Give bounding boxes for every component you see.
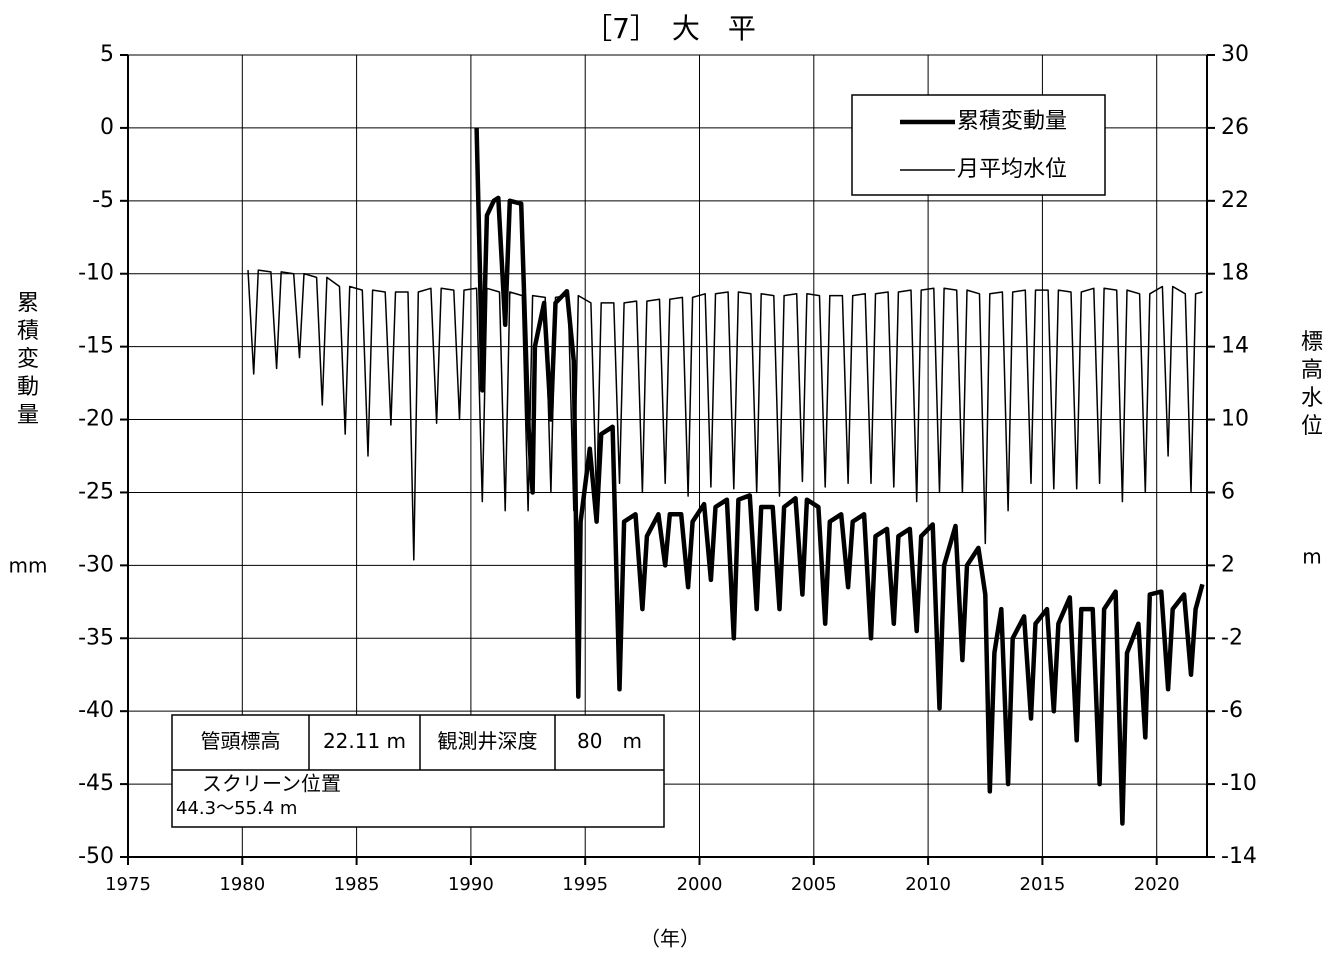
y2-tick-label: 26 — [1221, 115, 1249, 140]
x-tick-label: 2000 — [677, 874, 723, 895]
x-tick-label: 1975 — [105, 874, 151, 895]
y2-tick-label: 6 — [1221, 479, 1235, 504]
y-axis-label: 累積変動量 — [17, 291, 39, 428]
y-tick-label: -5 — [92, 188, 114, 213]
legend-box — [851, 94, 1106, 196]
y-tick-label: -35 — [78, 625, 114, 650]
x-tick-label: 1990 — [448, 874, 494, 895]
y2-tick-label: -2 — [1221, 625, 1243, 650]
y-tick-label: -10 — [78, 261, 114, 286]
legend-label: 月平均水位 — [957, 157, 1067, 182]
y-tick-label: -30 — [78, 552, 114, 577]
series-line — [247, 269, 1203, 561]
y2-axis-label: 標高水位 — [1301, 330, 1323, 439]
x-tick-label: 2005 — [791, 874, 837, 895]
y2-tick-label: 2 — [1221, 552, 1235, 577]
y-tick-label: -15 — [78, 334, 114, 359]
y-tick-label: -40 — [78, 698, 114, 723]
chart-title: ［7］ 大 平 — [584, 12, 756, 45]
series-line — [474, 127, 1205, 826]
x-tick-label: 2015 — [1020, 874, 1066, 895]
x-tick-label: 2010 — [905, 874, 951, 895]
y-tick-label: -25 — [78, 479, 114, 504]
x-tick-label: 1980 — [219, 874, 265, 895]
legend-label: 累積変動量 — [957, 109, 1067, 134]
table-cell: 44.3～55.4 m — [176, 798, 297, 819]
x-axis-label: （年） — [640, 927, 700, 951]
x-tick-label: 1995 — [562, 874, 608, 895]
y-tick-label: -45 — [78, 771, 114, 796]
table-cell: 観測井深度 — [438, 729, 538, 753]
x-tick-label: 1985 — [334, 874, 380, 895]
y2-tick-label: 30 — [1221, 42, 1249, 67]
y2-tick-label: -14 — [1221, 844, 1257, 869]
y-tick-label: -50 — [78, 844, 114, 869]
y-tick-label: 5 — [100, 42, 114, 67]
y2-tick-label: -6 — [1221, 698, 1243, 723]
y2-tick-label: -10 — [1221, 771, 1257, 796]
y2-tick-label: 22 — [1221, 188, 1249, 213]
info-table — [171, 714, 665, 828]
y-tick-label: -20 — [78, 407, 114, 432]
y2-tick-label: 14 — [1221, 334, 1249, 359]
x-tick-label: 2020 — [1134, 874, 1180, 895]
table-cell: 22.11 m — [323, 729, 406, 753]
y2-tick-label: 18 — [1221, 261, 1249, 286]
y2-axis-unit: m — [1302, 545, 1321, 569]
table-cell: スクリーン位置 — [202, 772, 341, 796]
y-tick-label: 0 — [100, 115, 114, 140]
y2-tick-label: 10 — [1221, 407, 1249, 432]
y-axis-unit: mm — [9, 554, 48, 578]
table-cell: 管頭標高 — [201, 729, 281, 753]
table-cell: 80 m — [577, 729, 642, 753]
